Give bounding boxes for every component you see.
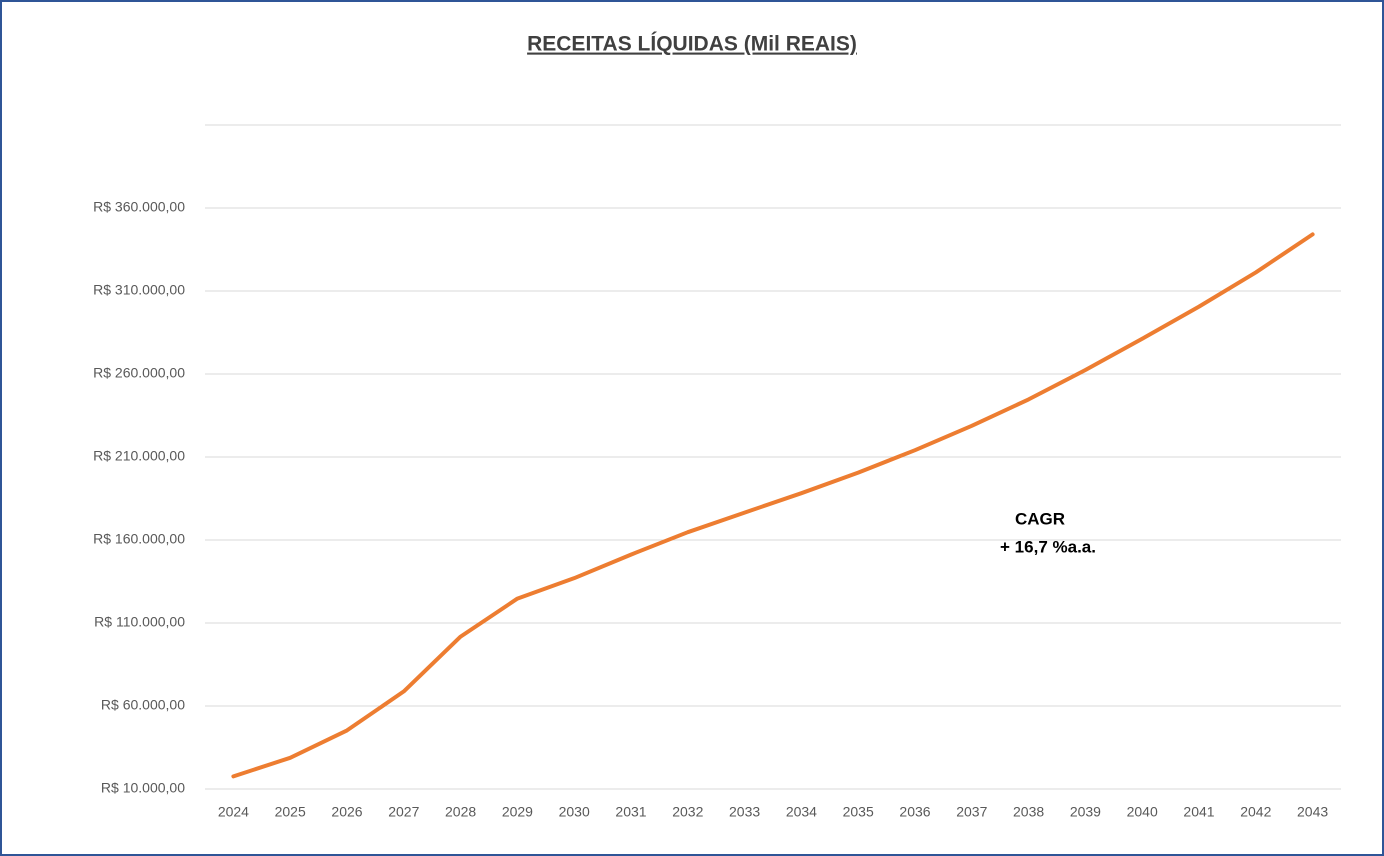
y-tick-label: R$ 110.000,00 [94,614,185,630]
x-tick-label: 2034 [786,804,817,820]
x-tick-label: 2038 [1013,804,1044,820]
x-tick-label: 2042 [1240,804,1271,820]
y-tick-label: R$ 10.000,00 [101,780,185,796]
x-tick-label: 2033 [729,804,760,820]
annotation: + 16,7 %a.a. [1000,537,1096,556]
chart-title: RECEITAS LÍQUIDAS (Mil REAIS) [527,33,857,56]
x-tick-label: 2041 [1183,804,1214,820]
x-tick-label: 2039 [1070,804,1101,820]
x-tick-label: 2037 [956,804,987,820]
x-tick-label: 2027 [388,804,419,820]
y-tick-label: R$ 260.000,00 [93,365,185,381]
x-tick-label: 2030 [559,804,590,820]
x-tick-label: 2026 [331,804,362,820]
x-tick-label: 2025 [275,804,306,820]
x-tick-label: 2024 [218,804,249,820]
x-tick-label: 2032 [672,804,703,820]
data-line [231,232,1315,779]
y-tick-label: R$ 60.000,00 [101,697,185,713]
annotation: CAGR [1015,509,1065,528]
x-tick-label: 2043 [1297,804,1328,820]
x-tick-label: 2035 [843,804,874,820]
x-tick-label: 2031 [615,804,646,820]
y-tick-label: R$ 160.000,00 [93,531,185,547]
x-tick-label: 2036 [899,804,930,820]
x-tick-label: 2029 [502,804,533,820]
x-tick-label: 2028 [445,804,476,820]
y-tick-label: R$ 360.000,00 [93,199,185,215]
y-tick-label: R$ 310.000,00 [93,282,185,298]
x-tick-label: 2040 [1127,804,1158,820]
y-tick-label: R$ 210.000,00 [93,448,185,464]
